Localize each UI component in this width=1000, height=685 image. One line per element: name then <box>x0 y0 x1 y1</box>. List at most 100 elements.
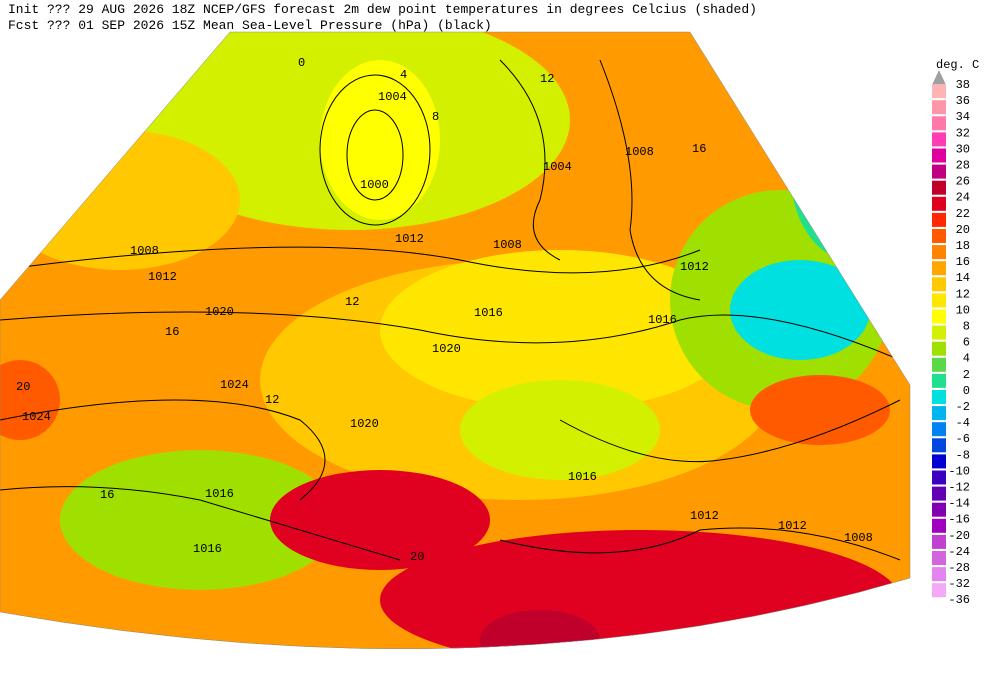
colorbar-swatch <box>932 357 946 372</box>
colorbar-swatch <box>932 567 946 582</box>
colorbar-swatch <box>932 325 946 340</box>
legend-title: deg. C <box>936 58 979 72</box>
dewpoint-label: 16 <box>692 142 706 156</box>
colorbar-label: 22 <box>956 207 970 221</box>
colorbar-label: 10 <box>956 303 970 317</box>
colorbar-label: 20 <box>956 223 970 237</box>
header-line: Fcst ??? 01 SEP 2026 15Z Mean Sea-Level … <box>8 18 492 33</box>
colorbar-label: 18 <box>956 239 970 253</box>
colorbar-swatch <box>932 132 946 147</box>
colorbar-swatch <box>932 180 946 195</box>
colorbar-swatch <box>932 502 946 517</box>
isobar-label: 1024 <box>22 410 51 424</box>
colorbar-label: 14 <box>956 271 970 285</box>
colorbar-label: 4 <box>963 352 970 366</box>
colorbar-label: 6 <box>963 336 970 350</box>
colorbar-swatch <box>932 454 946 469</box>
colorbar-swatch <box>932 486 946 501</box>
colorbar-label: 16 <box>956 255 970 269</box>
dewpoint-label: 16 <box>165 325 179 339</box>
colorbar-swatch <box>932 583 946 598</box>
colorbar-label: -8 <box>956 448 970 462</box>
colorbar-label: 2 <box>963 368 970 382</box>
colorbar-label: -28 <box>948 561 970 575</box>
map-border <box>0 31 911 650</box>
colorbar-swatch <box>932 277 946 292</box>
isobar-label: 1020 <box>350 417 379 431</box>
colorbar-label: -32 <box>948 577 970 591</box>
colorbar-label: 32 <box>956 126 970 140</box>
dewpoint-label: 16 <box>100 488 114 502</box>
colorbar-swatch <box>932 373 946 388</box>
colorbar-swatch <box>932 100 946 115</box>
isobar-label: 1016 <box>193 542 222 556</box>
isobar-label: 1000 <box>360 178 389 192</box>
colorbar-label: 26 <box>956 175 970 189</box>
isobar-label: 1012 <box>778 519 807 533</box>
isobar-label: 1016 <box>568 470 597 484</box>
colorbar-label: -6 <box>956 432 970 446</box>
isobar-label: 1012 <box>680 260 709 274</box>
isobar-label: 1016 <box>648 313 677 327</box>
colorbar-label: -24 <box>948 545 970 559</box>
dewpoint-label: 0 <box>298 56 305 70</box>
dewpoint-label: 8 <box>432 110 439 124</box>
colorbar-label: -16 <box>948 513 970 527</box>
isobar-label: 1008 <box>844 531 873 545</box>
colorbar-label: 12 <box>956 287 970 301</box>
colorbar-label: -2 <box>956 400 970 414</box>
colorbar-swatch <box>932 245 946 260</box>
colorbar-arrow <box>932 70 946 85</box>
colorbar-swatch <box>932 470 946 485</box>
dewpoint-label: 12 <box>540 72 554 86</box>
colorbar-swatch <box>932 422 946 437</box>
colorbar-swatch <box>932 390 946 404</box>
colorbar-label: -4 <box>956 416 970 430</box>
colorbar-label: 30 <box>956 142 970 156</box>
isobar-label: 1012 <box>148 270 177 284</box>
colorbar-label: -12 <box>948 481 970 495</box>
isobar-label: 1012 <box>395 232 424 246</box>
colorbar-swatch <box>932 438 946 453</box>
colorbar-swatch <box>932 261 946 276</box>
colorbar-label: -36 <box>948 593 970 607</box>
colorbar-swatch <box>932 551 946 565</box>
colorbar-label: 8 <box>963 320 970 334</box>
dewpoint-label: 4 <box>400 68 407 82</box>
colorbar-swatch <box>932 341 946 356</box>
isobar-label: 1016 <box>205 487 234 501</box>
dewpoint-label: 12 <box>345 295 359 309</box>
isobar-label: 1008 <box>625 145 654 159</box>
colorbar-label: -14 <box>948 497 970 511</box>
colorbar-swatch <box>932 229 946 243</box>
colorbar-swatch <box>932 164 946 179</box>
colorbar-label: 34 <box>956 110 970 124</box>
colorbar-swatch <box>932 406 946 421</box>
colorbar: 38363432302826242220181614121086420-2-4-… <box>932 70 970 607</box>
isobar-label: 1008 <box>130 244 159 258</box>
isobar-label: 1020 <box>205 305 234 319</box>
isobar-label: 1008 <box>493 238 522 252</box>
map-field: 1004 1000 1008 1012 1008 1004 1008 1012 … <box>0 32 910 649</box>
colorbar-swatch <box>932 534 946 549</box>
isobar-label: 1004 <box>378 90 407 104</box>
isobar-label: 1016 <box>474 306 503 320</box>
isobar-label: 1012 <box>690 509 719 523</box>
colorbar-label: 28 <box>956 159 970 173</box>
colorbar-label: 36 <box>956 94 970 108</box>
colorbar-label: -20 <box>948 529 970 543</box>
colorbar-swatch <box>932 212 946 227</box>
isobar-label: 1024 <box>220 378 249 392</box>
colorbar-label: 24 <box>956 191 970 205</box>
colorbar-swatch <box>932 116 946 131</box>
dewpoint-label: 20 <box>16 380 30 394</box>
header-line: Init ??? 29 AUG 2026 18Z NCEP/GFS foreca… <box>8 2 757 17</box>
colorbar-label: 38 <box>956 78 970 92</box>
colorbar-label: 0 <box>963 384 970 398</box>
colorbar-swatch <box>932 196 946 211</box>
colorbar-swatch <box>932 148 946 163</box>
colorbar-swatch <box>932 293 946 308</box>
colorbar-label: -10 <box>948 464 970 478</box>
colorbar-swatch <box>932 309 946 324</box>
